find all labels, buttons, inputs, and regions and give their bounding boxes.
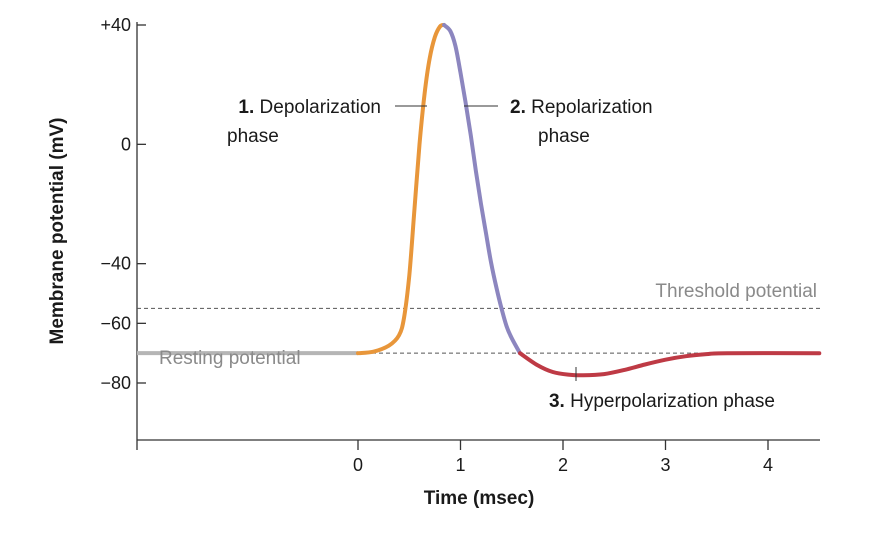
x-tick-label: 3 [660,455,670,475]
repolarization-text: Repolarization [531,97,652,118]
repolarization-label: 2. Repolarization [510,97,653,118]
axes [136,22,820,441]
hyperpolarization-text: Hyperpolarization phase [570,391,775,412]
repolarization-number: 2. [510,97,526,118]
repolarization-line2: phase [538,126,590,147]
x-axis-title: Time (msec) [424,488,535,509]
hyperpolarization-label: 3. Hyperpolarization phase [549,391,775,412]
y-ticks: +40 0 −40 −60 −80 [100,15,146,393]
y-tick-label: −40 [100,254,131,274]
x-tick-label: 2 [558,455,568,475]
x-tick-label: 4 [763,455,773,475]
depolarization-number: 1. [238,97,254,118]
repolarization-curve [442,23,522,356]
y-axis-title: Membrane potential (mV) [47,118,68,345]
y-tick-label: +40 [100,15,131,35]
depolarization-curve [356,23,447,356]
depolarization-line2: phase [227,126,279,147]
resting-potential-label: Resting potential [159,348,301,369]
depolarization-label: 1. Depolarization [238,97,381,118]
hyperpolarization-curve [518,351,822,378]
hyperpolarization-number: 3. [549,391,565,412]
x-tick-label: 0 [353,455,363,475]
y-tick-label: 0 [121,134,131,154]
action-potential-curve [356,23,822,378]
y-tick-label: −60 [100,313,131,333]
depolarization-text: Depolarization [260,97,381,118]
x-tick-label: 1 [455,455,465,475]
y-tick-label: −80 [100,373,131,393]
threshold-potential-label: Threshold potential [655,281,817,302]
x-ticks: 0 1 2 3 4 [136,440,773,475]
